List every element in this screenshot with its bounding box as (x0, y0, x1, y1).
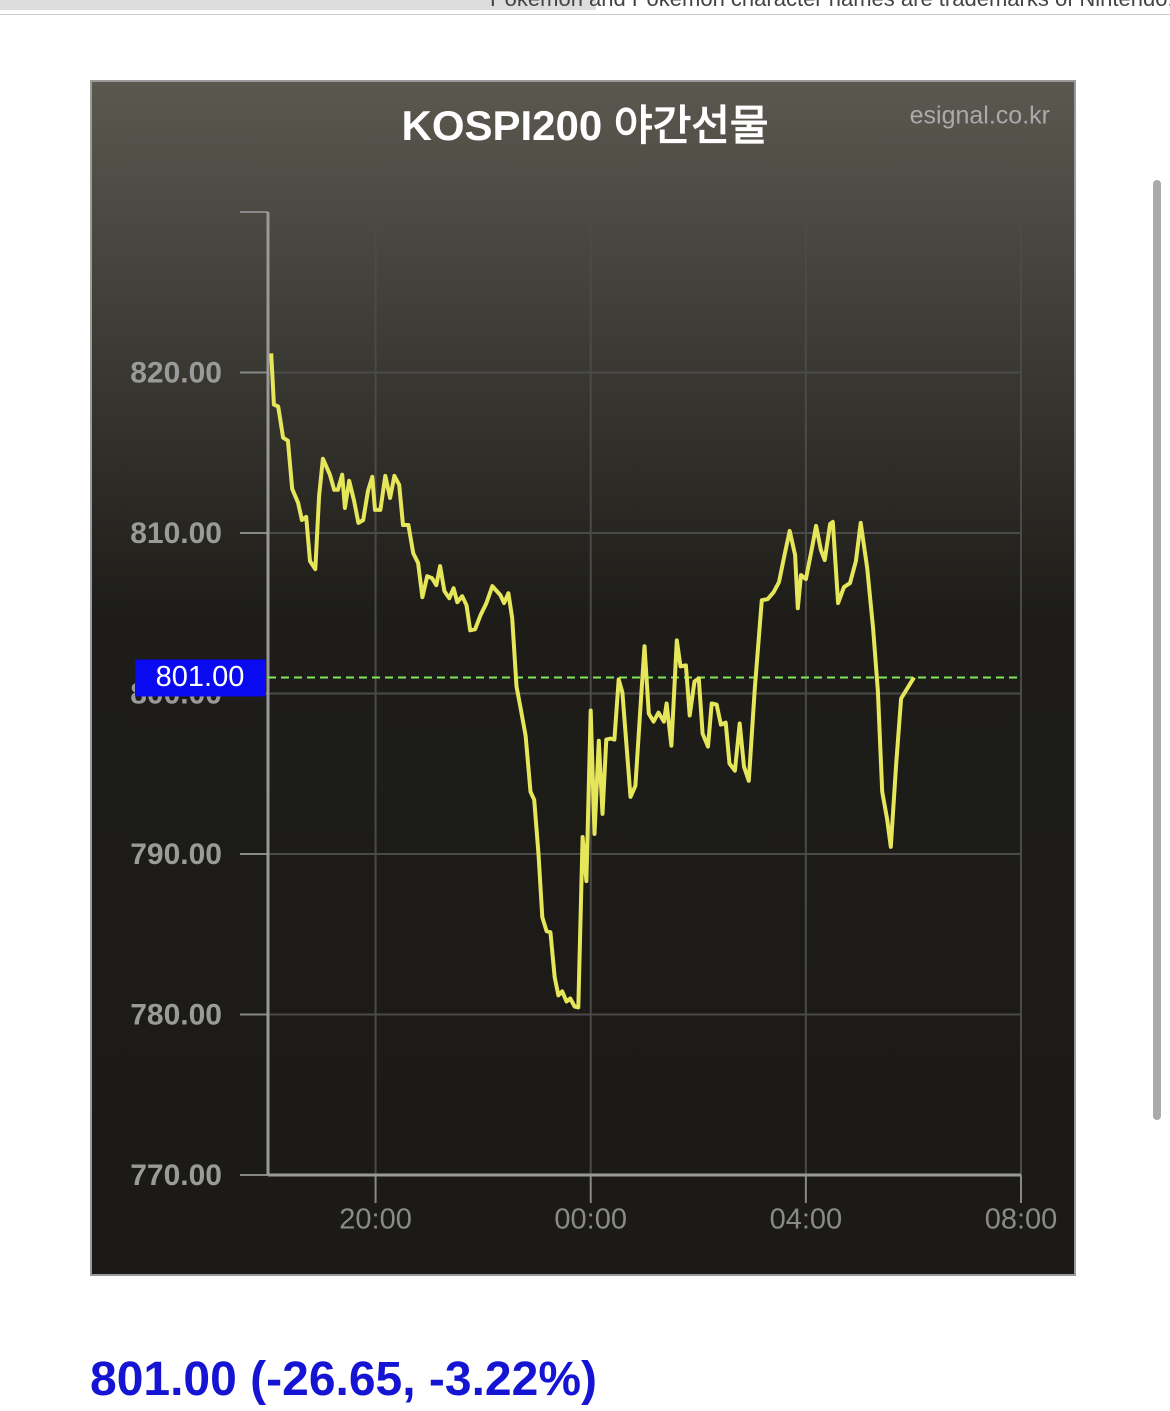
reference-label: 801.00 (156, 661, 245, 693)
price-line (269, 353, 916, 1010)
source: esignal.co.kr (910, 102, 1050, 130)
chart-title: KOSPI200 야간선물 (401, 102, 768, 149)
y-tick-label: 810.00 (130, 517, 222, 550)
price-summary: 801.00 (-26.65, -3.22%) (90, 1353, 597, 1406)
x-tick-label: 20:00 (339, 1204, 412, 1236)
reference-label-box (135, 659, 266, 697)
y-tick-label: 790.00 (130, 838, 222, 871)
x-tick-label: 00:00 (554, 1204, 627, 1236)
x-tick-label: 04:00 (770, 1204, 843, 1236)
banner-bar (0, 0, 596, 10)
y-tick-label: 820.00 (130, 356, 222, 389)
chart: KOSPI200 야간선물 esignal.co.kr 770.00 780.00… (90, 80, 1076, 1276)
scrollbar[interactable] (1153, 180, 1161, 1120)
banner-text: Pokemon and Pokemon character names are … (490, 0, 1170, 12)
top-banner: Pokemon and Pokemon character names are … (0, 0, 1170, 15)
y-tick-label: 780.00 (130, 998, 222, 1031)
y-tick-label: 770.00 (130, 1159, 222, 1192)
x-tick-label: 08:00 (985, 1204, 1058, 1236)
